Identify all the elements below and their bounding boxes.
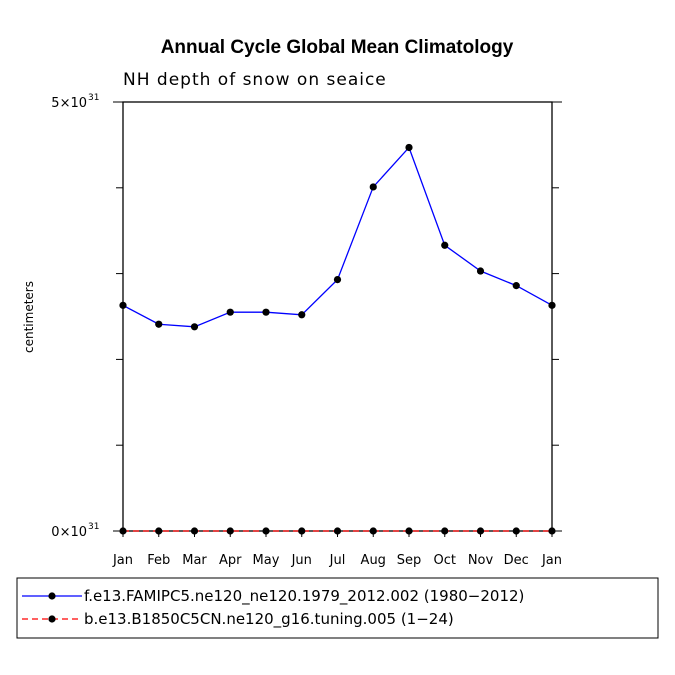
series-0-point <box>441 241 449 249</box>
legend <box>16 577 659 639</box>
legend-label: b.e13.B1850C5CN.ne120_g16.tuning.005 (1−… <box>84 610 454 629</box>
y-tick-labels: 5×10 310×10 31 <box>51 93 99 540</box>
x-tick-label: Jun <box>291 553 312 568</box>
chart-title: Annual Cycle Global Mean Climatology <box>161 37 514 58</box>
series-1-point <box>119 527 127 535</box>
series-1-point <box>369 527 377 535</box>
x-tick-label: Feb <box>147 553 170 568</box>
y-tick-exponent: 31 <box>88 522 99 532</box>
series-layer <box>119 143 556 535</box>
series-0-point <box>155 320 163 328</box>
series-1-point <box>512 527 520 535</box>
x-tick-label: Jan <box>112 553 133 568</box>
series-0-point <box>369 183 377 191</box>
series-0-point <box>548 301 556 309</box>
series-0-point <box>298 311 306 319</box>
series-0-point <box>476 267 485 275</box>
series-0-point <box>262 308 270 316</box>
legend-items: f.e13.FAMIPC5.ne120_ne120.1979_2012.002 … <box>22 587 524 629</box>
x-tick-label: Jul <box>329 553 346 568</box>
axis-ticks <box>113 101 562 537</box>
series-1-point <box>476 527 485 535</box>
legend-marker-1 <box>48 615 56 623</box>
chart-subtitle: NH depth of snow on seaice <box>123 70 387 90</box>
series-0-point <box>405 143 413 152</box>
x-tick-label: Mar <box>182 553 207 568</box>
x-tick-label: Nov <box>468 553 494 568</box>
series-0-point <box>119 301 127 309</box>
plot-frame <box>122 101 553 532</box>
series-1-point <box>262 527 270 535</box>
series-1-point <box>405 527 413 535</box>
series-1-point <box>333 527 342 535</box>
series-1-point <box>441 527 449 535</box>
x-tick-label: Oct <box>434 553 456 568</box>
series-line-0 <box>122 146 553 328</box>
y-axis-label: centimeters <box>22 281 36 353</box>
x-tick-label: May <box>253 553 280 568</box>
x-tick-label: Aug <box>361 553 386 568</box>
series-1-point <box>190 527 199 535</box>
y-tick-label: 5×10 <box>51 96 87 111</box>
x-tick-label: Sep <box>397 553 422 568</box>
series-1-point <box>548 527 556 535</box>
series-1-point <box>155 527 163 535</box>
x-tick-label: Dec <box>504 553 529 568</box>
series-0-point <box>333 276 342 284</box>
series-0-point <box>512 282 520 290</box>
series-0-point <box>226 308 234 316</box>
series-0-point <box>190 323 199 331</box>
series-1-point <box>226 527 234 535</box>
legend-marker-0 <box>48 592 56 600</box>
y-tick-exponent: 31 <box>88 93 99 103</box>
x-tick-label: Apr <box>219 553 242 568</box>
x-tick-labels: Jan Feb Mar Apr May Jun Jul Aug Sep Oct Nov Dec Jan <box>112 553 562 568</box>
x-tick-label: Jan <box>541 553 562 568</box>
series-1-point <box>298 527 306 535</box>
y-tick-label: 0×10 <box>51 525 87 540</box>
legend-label: f.e13.FAMIPC5.ne120_ne120.1979_2012.002 … <box>84 587 524 606</box>
